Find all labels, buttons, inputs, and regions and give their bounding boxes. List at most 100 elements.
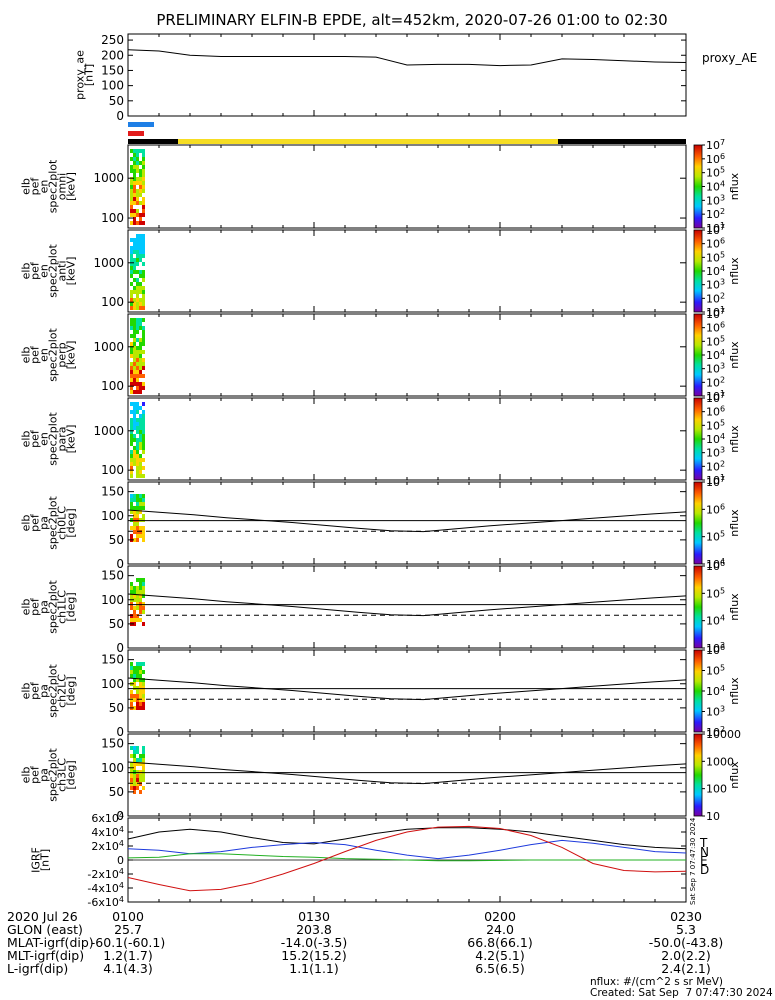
spec-omni-colorbar-tick-label: 102	[706, 207, 725, 221]
pa-ch2-cell	[136, 674, 139, 678]
pa-ch1-cell	[136, 602, 139, 606]
xaxis-row-value: 0230	[670, 909, 702, 924]
spec-para-ylabel-line: spec2plot	[47, 412, 60, 466]
spec-anti-cell	[139, 234, 142, 238]
spec-anti-cell	[139, 238, 142, 242]
spec-perp-colorbar-tick-label: 106	[706, 321, 725, 335]
pa-ch2-cell	[136, 694, 139, 698]
spec-anti-cell	[139, 274, 142, 278]
spec-omni-cell	[130, 197, 133, 201]
igrf-ylabel-line: [nT]	[39, 849, 52, 871]
spec-anti-cell	[133, 302, 136, 306]
spec-omni-cell	[139, 169, 142, 173]
spec-omni-cell	[142, 161, 145, 165]
spec-perp-colorbar-tick-label: 101	[706, 389, 725, 403]
xaxis-row-value: 203.8	[296, 922, 332, 937]
pa-ch0-cell	[136, 506, 139, 510]
spec-perp-cell	[136, 374, 139, 378]
spec-anti-cell	[136, 270, 139, 274]
spec-para-cell	[136, 422, 139, 426]
pa-ch1-cell	[130, 618, 133, 622]
spec-anti-cell	[130, 302, 133, 306]
spec-perp-cell	[130, 322, 133, 326]
pa-ch2-cell	[139, 690, 142, 694]
spec-anti-cell	[130, 266, 133, 270]
spec-perp-cell	[139, 386, 142, 390]
pa-ch2-cell	[142, 690, 145, 694]
spec-anti-cell	[130, 270, 133, 274]
spec-anti-cell	[130, 282, 133, 286]
spec-perp-colorbar-tick-label: 105	[706, 334, 725, 348]
spec-para-cell	[139, 462, 142, 466]
spec-anti-cell	[142, 254, 145, 258]
pa-ch3-cell	[139, 778, 142, 782]
spec-anti-cell	[139, 254, 142, 258]
pa-ch3-cell	[130, 782, 133, 786]
pa-ch2-cell	[142, 694, 145, 698]
pa-ch0-cell	[130, 498, 133, 502]
pa-ch2-ytick-label: 150	[101, 653, 124, 667]
pa-ch0-ylabel-line: ch0LC	[56, 506, 69, 540]
igrf-ytick-label: -2x104	[87, 867, 124, 881]
spec-omni-colorbar-tick-label: 107	[706, 138, 725, 152]
pa-ch1-cell	[130, 586, 133, 590]
proxy-ae-ytick-label: 0	[116, 109, 124, 123]
pa-ch1-cell	[130, 606, 133, 610]
pa-ch1-cell	[139, 590, 142, 594]
spec-omni-cell	[133, 177, 136, 181]
spec-anti-cell	[142, 262, 145, 266]
spec-perp-colorbar-tick-label: 107	[706, 307, 725, 321]
pa-ch3-cell	[133, 762, 136, 766]
spec-anti-cell	[136, 242, 139, 246]
spec-para-cell	[130, 462, 133, 466]
spec-perp-colorbar-tick-label: 104	[706, 348, 725, 362]
proxy-ae-frame	[127, 33, 687, 117]
spec-para-cell	[130, 470, 133, 474]
pa-ch2-colorbar-tick-label: 103	[706, 705, 725, 719]
spec-omni-cell	[142, 153, 145, 157]
pa-ch2-cell	[139, 682, 142, 686]
pa-ch2-cell	[139, 678, 142, 682]
pa-ch3-colorbar-tick-label: 10000	[706, 728, 741, 741]
pa-ch2-cell	[133, 670, 136, 674]
spec-para-cell	[136, 402, 139, 406]
xaxis-row-value: 5.3	[676, 922, 696, 937]
spec-para-ylabel-line: pef	[29, 429, 42, 448]
pa-ch1-cell	[136, 586, 139, 590]
spec-para-cell	[142, 442, 145, 446]
spec-anti-cell	[133, 238, 136, 242]
spec-perp-cell	[133, 350, 136, 354]
spec-anti-cell	[136, 302, 139, 306]
pa-ch2-colorbar-tick-label: 104	[706, 684, 725, 698]
spec-anti-colorbar-tick-label: 106	[706, 237, 725, 251]
spec-perp-cell	[139, 322, 142, 326]
spec-para-cell	[130, 442, 133, 446]
spec-para-cell	[133, 402, 136, 406]
pa-ch1-ylabel-line: pef	[29, 597, 42, 616]
spec-anti-colorbar-tick-label: 107	[706, 223, 725, 237]
spec-para-cell	[133, 426, 136, 430]
xaxis-row-value: 15.2(15.2)	[281, 948, 347, 963]
proxy-ae-ytick-label: 200	[101, 48, 124, 62]
spec-para-colorbar-tick-label: 103	[706, 446, 725, 460]
spec-anti-cell	[139, 282, 142, 286]
xaxis-row-value: 2.0(2.2)	[661, 948, 711, 963]
xaxis-row-value: 2.4(2.1)	[661, 961, 711, 976]
spec-omni-cell	[142, 197, 145, 201]
spec-anti-ylabel-line: pef	[29, 261, 42, 280]
spec-para-cell	[130, 438, 133, 442]
pa-ch1-cell	[142, 578, 145, 582]
spec-perp-cell	[136, 350, 139, 354]
status-bar-blue	[128, 122, 154, 127]
spec-perp-cell	[142, 318, 145, 322]
spec-para-cell	[133, 406, 136, 410]
xaxis-row-value: -14.0(-3.5)	[280, 935, 348, 950]
spec-para-cell	[139, 466, 142, 470]
spec-perp-cell	[136, 330, 139, 334]
spec-perp-cell	[139, 362, 142, 366]
spec-anti-colorbar	[693, 229, 703, 313]
pa-ch1-ytick-label: 100	[101, 593, 124, 607]
pa-ch2-lc-curve	[127, 677, 687, 701]
